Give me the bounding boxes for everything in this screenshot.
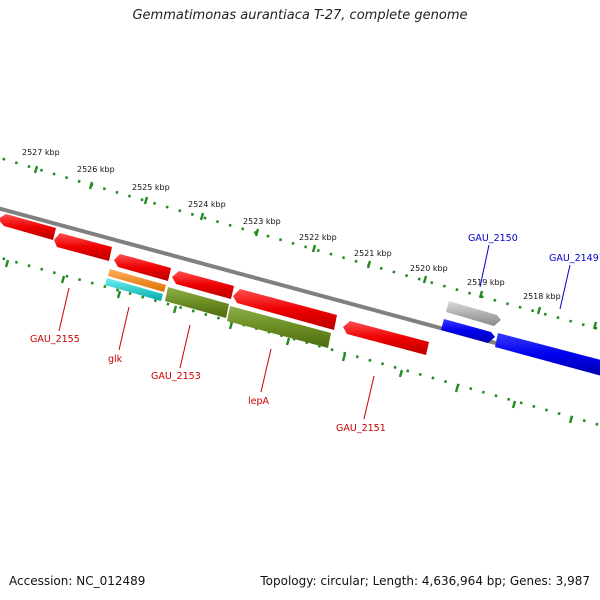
gene-green-2[interactable] (227, 306, 331, 348)
tick-label: 2527 kbp (22, 148, 60, 157)
gene-arrow[interactable] (343, 321, 429, 355)
gene-label-gau-2151: GAU_2151 (336, 423, 386, 434)
gene-label-gau-2155: GAU_2155 (30, 334, 80, 345)
gene-grey-arrow[interactable] (446, 301, 501, 326)
gene-cyan[interactable] (105, 278, 163, 301)
gene-blue-large[interactable] (495, 333, 600, 376)
inner-major-ticks (4, 259, 574, 424)
tick-label: 2523 kbp (243, 217, 281, 226)
gene-arrow[interactable] (233, 289, 337, 330)
label-leaders (58, 244, 571, 420)
map-title: Gemmatimonas aurantiaca T-27, complete g… (132, 8, 468, 23)
tick-label: 2525 kbp (132, 183, 170, 192)
tick-label: 2522 kbp (299, 233, 337, 242)
genome-summary-text: Topology: circular; Length: 4,636,964 bp… (260, 574, 590, 588)
scale-tick-labels: 2527 kbp 2526 kbp 2525 kbp 2524 kbp 2523… (22, 148, 561, 301)
gene-label-gau-2149: GAU_2149 (549, 253, 599, 264)
gene-arrow[interactable] (54, 233, 112, 261)
outer-major-ticks (33, 165, 598, 330)
tick-label: 2521 kbp (354, 249, 392, 258)
gene-blue-arrow[interactable] (441, 319, 495, 343)
gene-arrow[interactable] (172, 271, 234, 299)
gene-label-gau-2153: GAU_2153 (151, 371, 201, 382)
genes-reverse-strand (0, 214, 429, 355)
gene-glk-orange[interactable] (108, 269, 166, 292)
gene-green-1[interactable] (165, 287, 229, 318)
gene-label-lepa: lepA (248, 396, 270, 407)
tick-label: 2518 kbp (523, 292, 561, 301)
tick-label: 2520 kbp (410, 264, 448, 273)
outer-tick-ring (0, 156, 600, 331)
tick-label: 2526 kbp (77, 165, 115, 174)
tick-label: 2524 kbp (188, 200, 226, 209)
accession-text: Accession: NC_012489 (9, 574, 146, 588)
gene-arrow[interactable] (114, 254, 171, 281)
tick-label: 2519 kbp (467, 278, 505, 287)
gene-labels: GAU_2155 glk GAU_2153 lepA GAU_2151 GAU_… (30, 233, 599, 434)
gene-label-glk: glk (108, 354, 123, 365)
gene-arrow[interactable] (0, 214, 56, 240)
gene-label-gau-2150: GAU_2150 (468, 233, 518, 244)
